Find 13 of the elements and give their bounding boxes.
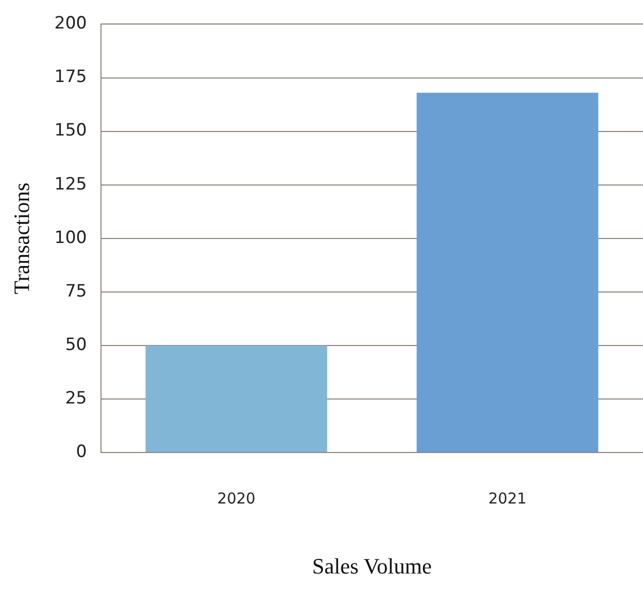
x-tick-label: 2021: [488, 489, 527, 508]
y-tick-label: 100: [54, 228, 87, 248]
y-tick-label: 75: [65, 281, 87, 302]
y-tick-label: 0: [76, 442, 87, 462]
y-tick-label: 175: [54, 67, 87, 88]
y-tick-label: 150: [54, 120, 87, 141]
y-tick-label: 50: [65, 334, 87, 355]
y-tick-label: 25: [65, 388, 87, 408]
x-axis-title: Sales Volume: [312, 554, 432, 579]
x-tick-label: 2020: [217, 489, 256, 508]
y-axis-title: Transactions: [8, 182, 34, 294]
y-tick-label: 200: [54, 14, 87, 34]
y-tick-label: 125: [54, 174, 87, 194]
